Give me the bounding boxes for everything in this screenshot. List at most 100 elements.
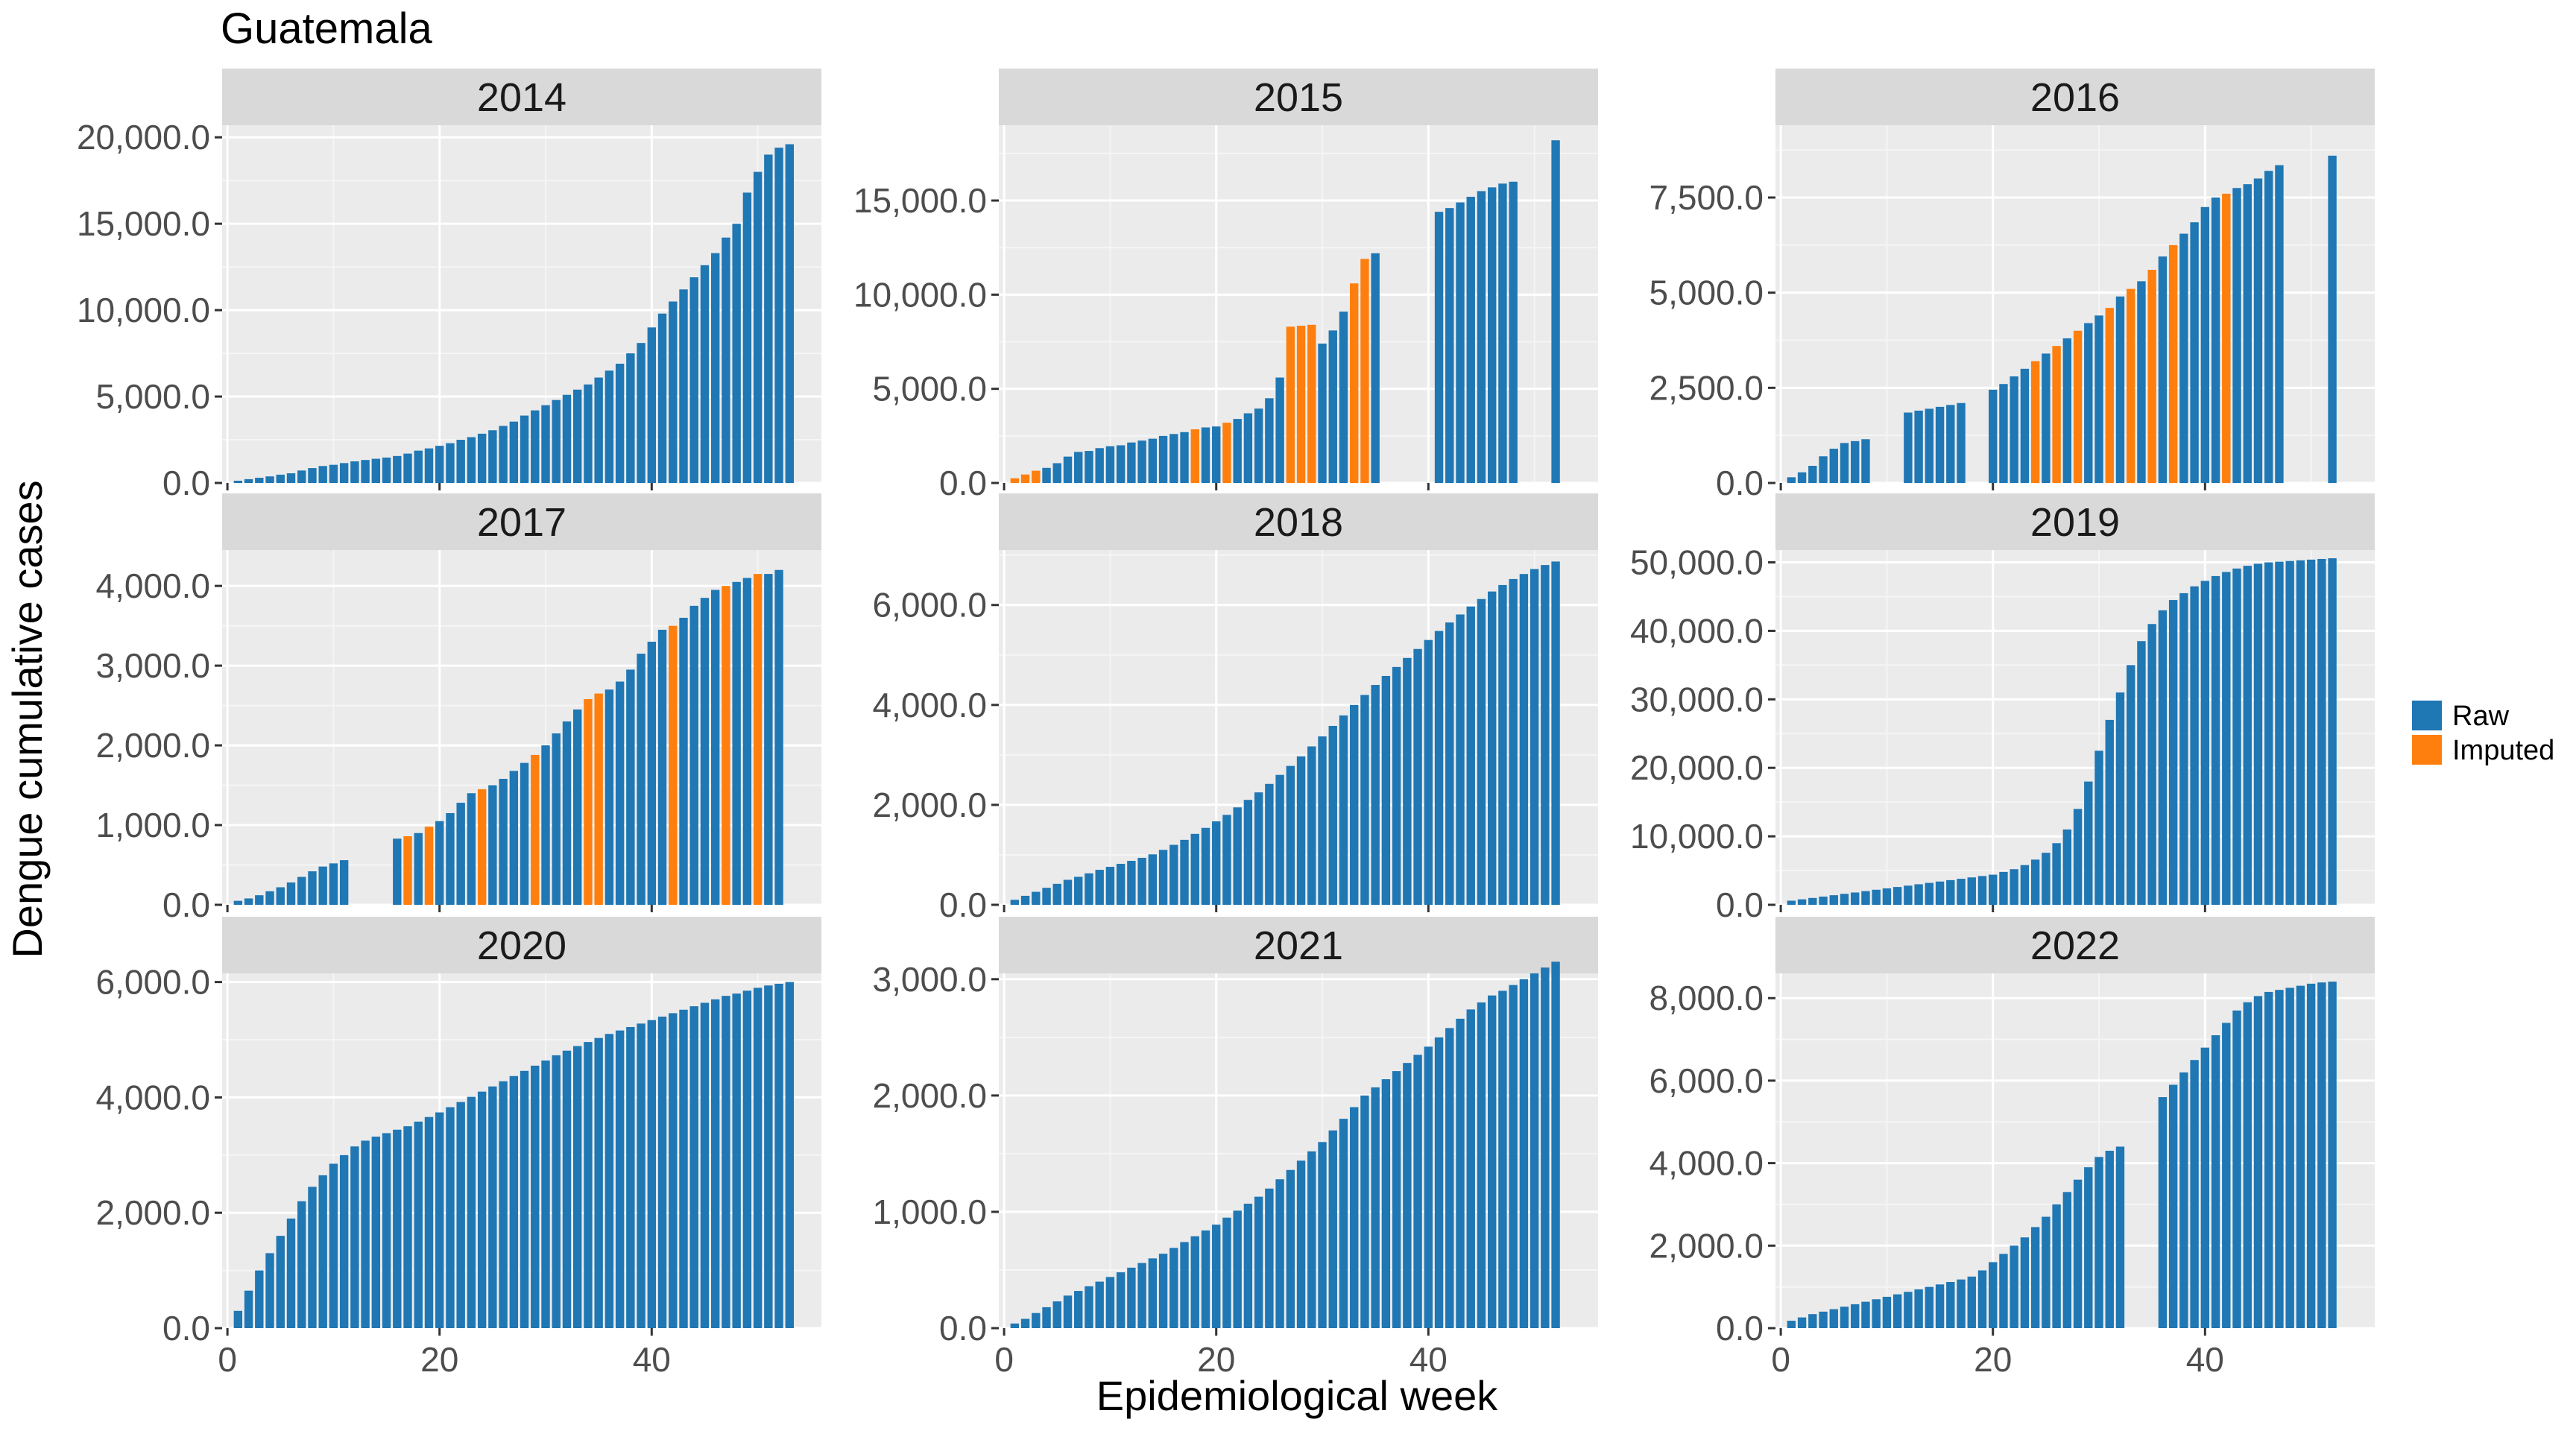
bar-raw-week-34 xyxy=(584,1042,593,1328)
y-tick-label: 6,000.0 xyxy=(96,963,210,1002)
bar-raw-week-7 xyxy=(1851,892,1860,905)
bar-raw-week-15 xyxy=(382,457,391,483)
bar-raw-week-36 xyxy=(604,370,614,483)
y-tick-label: 2,500.0 xyxy=(1650,368,1764,407)
bar-raw-week-28 xyxy=(520,415,529,483)
bar-raw-week-47 xyxy=(1498,584,1507,905)
bar-raw-week-52 xyxy=(774,569,783,905)
bar-raw-week-48 xyxy=(732,224,741,483)
bar-raw-week-48 xyxy=(1509,578,1518,905)
bar-raw-week-4 xyxy=(1819,456,1828,483)
bar-raw-week-44 xyxy=(1466,606,1475,905)
bar-raw-week-28 xyxy=(2073,1179,2083,1328)
y-tick-label: 50,000.0 xyxy=(1630,543,1764,582)
bar-raw-week-47 xyxy=(1498,183,1507,483)
bar-raw-week-4 xyxy=(1042,1307,1051,1328)
bar-raw-week-20 xyxy=(1212,821,1221,905)
bar-raw-week-38 xyxy=(1403,657,1412,905)
bar-raw-week-30 xyxy=(2094,1157,2103,1328)
y-tick-label: 2,000.0 xyxy=(873,786,987,824)
bar-raw-week-13 xyxy=(1914,884,1923,905)
y-tick-label: 0.0 xyxy=(1716,1309,1764,1348)
bar-raw-week-41 xyxy=(2211,1035,2220,1328)
bar-raw-week-7 xyxy=(297,1201,306,1328)
bar-raw-week-32 xyxy=(562,721,572,905)
bar-raw-week-5 xyxy=(1829,1309,1838,1328)
bar-raw-week-43 xyxy=(679,289,688,483)
bar-raw-week-14 xyxy=(1925,882,1934,905)
bar-raw-week-33 xyxy=(573,389,582,483)
bar-raw-week-13 xyxy=(1914,1289,1923,1328)
bar-raw-week-16 xyxy=(393,1129,402,1328)
bar-raw-week-6 xyxy=(286,1218,296,1328)
bar-raw-week-25 xyxy=(1265,1188,1274,1328)
facet-strip-label: 2018 xyxy=(1254,500,1343,545)
bar-imputed-week-19 xyxy=(424,827,434,905)
facet-strip-label: 2017 xyxy=(477,500,566,545)
bar-raw-week-2 xyxy=(1797,472,1807,483)
x-tick-label: 0 xyxy=(994,1340,1014,1379)
bar-raw-week-44 xyxy=(2243,184,2252,484)
bar-raw-week-3 xyxy=(255,1270,264,1328)
bar-raw-week-30 xyxy=(541,405,550,483)
bar-imputed-week-2 xyxy=(1020,474,1030,483)
bar-raw-week-33 xyxy=(1350,704,1359,905)
bar-raw-week-21 xyxy=(1999,871,2008,905)
bar-raw-week-30 xyxy=(1318,736,1327,905)
facet-strip xyxy=(222,493,821,550)
bar-raw-week-14 xyxy=(1148,1258,1158,1328)
facet-strip-label: 2022 xyxy=(2030,923,2120,968)
bar-raw-week-37 xyxy=(615,364,625,483)
bar-raw-week-11 xyxy=(339,1154,349,1328)
bar-raw-week-22 xyxy=(456,803,465,905)
facet-strip-label: 2015 xyxy=(1254,75,1343,120)
bar-raw-week-49 xyxy=(2296,985,2305,1328)
bar-raw-week-16 xyxy=(1946,879,1955,905)
bar-raw-week-45 xyxy=(2253,563,2263,905)
bar-raw-week-7 xyxy=(1851,1304,1860,1328)
bar-raw-week-27 xyxy=(509,771,519,905)
bar-raw-week-10 xyxy=(329,1163,338,1328)
bar-raw-week-19 xyxy=(1977,876,1987,905)
bar-raw-week-25 xyxy=(488,430,497,483)
bar-raw-week-49 xyxy=(742,991,752,1328)
bar-raw-week-24 xyxy=(1254,408,1263,483)
bar-raw-week-11 xyxy=(1892,1294,1902,1328)
bar-raw-week-12 xyxy=(1127,1267,1136,1328)
bar-raw-week-16 xyxy=(1946,405,1955,483)
bar-raw-week-22 xyxy=(1233,1210,1242,1328)
bar-raw-week-2 xyxy=(244,1290,253,1328)
bar-raw-week-9 xyxy=(318,1175,327,1328)
bar-raw-week-8 xyxy=(1085,451,1093,483)
bar-raw-week-42 xyxy=(2222,572,2231,905)
y-tick-label: 0.0 xyxy=(162,885,210,924)
y-tick-label: 10,000.0 xyxy=(1630,817,1764,856)
bar-raw-week-38 xyxy=(2179,593,2188,905)
bar-raw-week-53 xyxy=(785,982,795,1328)
bar-raw-week-26 xyxy=(499,426,508,483)
bar-raw-week-35 xyxy=(594,1037,603,1328)
y-tick-label: 2,000.0 xyxy=(96,726,210,765)
bar-raw-week-22 xyxy=(456,1102,465,1328)
bar-raw-week-5 xyxy=(1829,895,1838,905)
bar-raw-week-42 xyxy=(669,1013,678,1328)
bar-raw-week-50 xyxy=(1530,973,1539,1328)
bar-raw-week-1 xyxy=(233,1310,243,1328)
y-tick-label: 1,000.0 xyxy=(96,806,210,844)
bar-raw-week-32 xyxy=(1339,312,1348,483)
bar-raw-week-48 xyxy=(1509,985,1518,1328)
bar-raw-week-38 xyxy=(626,669,635,905)
bar-raw-week-27 xyxy=(1286,765,1295,905)
bar-raw-week-24 xyxy=(477,433,487,483)
x-tick-label: 20 xyxy=(1197,1340,1235,1379)
bar-raw-week-10 xyxy=(1105,446,1115,483)
bar-raw-week-9 xyxy=(1872,889,1881,905)
bar-raw-week-43 xyxy=(1456,1018,1465,1328)
bar-raw-week-24 xyxy=(2030,859,2040,905)
x-tick-label: 20 xyxy=(1974,1340,2012,1379)
bar-raw-week-13 xyxy=(1137,440,1146,483)
x-tick-label: 20 xyxy=(420,1340,458,1379)
bar-raw-week-10 xyxy=(329,464,338,483)
x-tick-label: 0 xyxy=(1771,1340,1790,1379)
bar-raw-week-21 xyxy=(446,443,455,483)
